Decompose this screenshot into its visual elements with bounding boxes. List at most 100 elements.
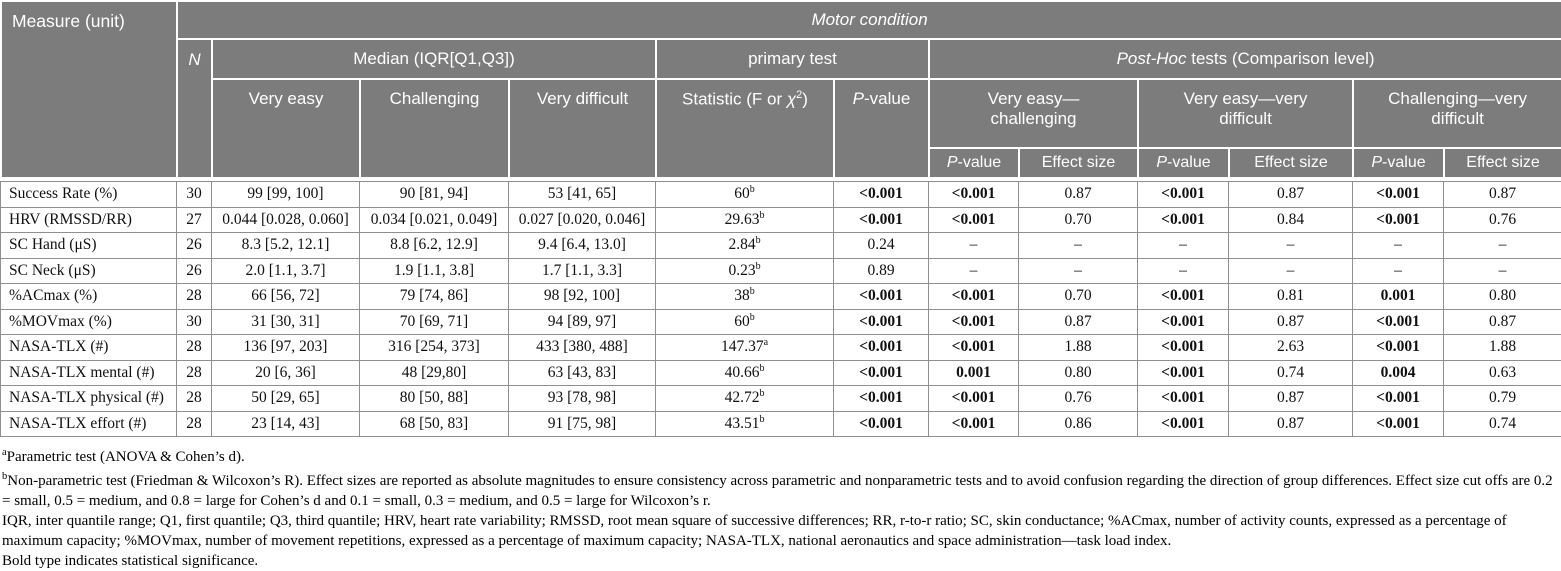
statistic-value: 60 — [734, 185, 750, 202]
n-cell: 30 — [177, 309, 212, 335]
posthoc-3-effect-cell: 0.76 — [1444, 207, 1561, 233]
measure-cell: HRV (RMSSD/RR) — [1, 207, 177, 233]
posthoc-2-p-cell: <0.001 — [1138, 360, 1229, 386]
challenging-cell: 68 [50, 83] — [360, 411, 509, 437]
n-cell: 30 — [177, 182, 212, 208]
posthoc-2-p-cell: <0.001 — [1138, 207, 1229, 233]
statistic-value: 2.84 — [728, 236, 755, 253]
measure-cell: NASA-TLX effort (#) — [1, 411, 177, 437]
posthoc-1-p-cell: <0.001 — [929, 335, 1019, 361]
p-italic-label: P — [947, 154, 958, 171]
statistic-footnote-marker: b — [759, 414, 764, 425]
p-rest-label: -value — [958, 154, 1002, 171]
posthoc-1-effect-cell: 0.76 — [1019, 386, 1138, 412]
primary-p-cell: 0.89 — [834, 258, 929, 284]
challenging-cell: 80 [50, 88] — [360, 386, 509, 412]
table-header: Measure (unit) Motor condition N Median … — [0, 0, 1561, 179]
table-row: SC Neck (μS) 26 2.0 [1.1, 3.7] 1.9 [1.1,… — [1, 258, 1561, 284]
statistic-cell: 43.51b — [656, 411, 834, 437]
column-header-comparison-ch-vd: Challenging—very difficult — [1353, 79, 1561, 148]
very-difficult-cell: 1.7 [1.1, 3.3] — [509, 258, 656, 284]
posthoc-1-effect-cell: 0.80 — [1019, 360, 1138, 386]
very-difficult-cell: 53 [41, 65] — [509, 182, 656, 208]
statistic-cell: 0.23b — [656, 258, 834, 284]
chi-symbol: χ — [787, 90, 796, 109]
column-header-comparison-ve-challenging: Very easy—challenging — [929, 79, 1138, 148]
posthoc-3-effect-cell: 0.87 — [1444, 309, 1561, 335]
posthoc-3-p-cell: <0.001 — [1353, 411, 1444, 437]
challenging-cell: 70 [69, 71] — [360, 309, 509, 335]
statistic-footnote-marker: b — [756, 261, 761, 272]
primary-p-cell: <0.001 — [834, 182, 929, 208]
statistic-footnote-marker: a — [764, 337, 768, 348]
footnote-a: aParametric test (ANOVA & Cohen’s d). — [2, 443, 1559, 467]
very-easy-cell: 31 [30, 31] — [212, 309, 360, 335]
statistic-label-pre: Statistic (F or — [682, 90, 787, 109]
comparison-label: Very easy—challenging — [955, 89, 1113, 130]
challenging-cell: 0.034 [0.021, 0.049] — [360, 207, 509, 233]
posthoc-2-p-cell: <0.001 — [1138, 309, 1229, 335]
statistic-label-post: ) — [802, 90, 808, 109]
statistic-cell: 42.72b — [656, 386, 834, 412]
posthoc-3-effect-cell: 0.87 — [1444, 182, 1561, 208]
measure-cell: SC Hand (μS) — [1, 233, 177, 259]
posthoc-2-effect-cell: 2.63 — [1229, 335, 1353, 361]
primary-p-cell: <0.001 — [834, 309, 929, 335]
table-row: NASA-TLX (#) 28 136 [97, 203] 316 [254, … — [1, 335, 1561, 361]
column-header-effect-size-1: Effect size — [1019, 148, 1138, 178]
posthoc-2-effect-cell: – — [1229, 258, 1353, 284]
challenging-cell: 316 [254, 373] — [360, 335, 509, 361]
posthoc-2-effect-cell: 0.84 — [1229, 207, 1353, 233]
posthoc-1-effect-cell: 0.87 — [1019, 309, 1138, 335]
column-header-n: N — [177, 39, 212, 178]
posthoc-2-p-cell: <0.001 — [1138, 411, 1229, 437]
column-header-measure: Measure (unit) — [1, 1, 177, 178]
column-header-motor-condition: Motor condition — [177, 1, 1561, 39]
very-easy-cell: 66 [56, 72] — [212, 284, 360, 310]
n-cell: 28 — [177, 360, 212, 386]
column-header-primary-p-value: P-value — [834, 79, 929, 178]
posthoc-1-p-cell: <0.001 — [929, 207, 1019, 233]
table-row: NASA-TLX mental (#) 28 20 [6, 36] 48 [29… — [1, 360, 1561, 386]
posthoc-1-effect-cell: 0.86 — [1019, 411, 1138, 437]
statistic-value: 60 — [734, 313, 750, 330]
column-header-statistic: Statistic (F or χ2) — [656, 79, 834, 178]
posthoc-3-p-cell: 0.001 — [1353, 284, 1444, 310]
p-rest-label: -value — [1382, 154, 1426, 171]
posthoc-1-p-cell: 0.001 — [929, 360, 1019, 386]
n-cell: 27 — [177, 207, 212, 233]
p-rest-label: -value — [1167, 154, 1211, 171]
column-header-comparison-ve-vd: Very easy—very difficult — [1138, 79, 1353, 148]
posthoc-1-effect-cell: 1.88 — [1019, 335, 1138, 361]
comparison-label: Challenging—very difficult — [1379, 89, 1537, 130]
challenging-cell: 8.8 [6.2, 12.9] — [360, 233, 509, 259]
p-italic-label: P — [1156, 154, 1167, 171]
primary-p-cell: 0.24 — [834, 233, 929, 259]
posthoc-3-p-cell: <0.001 — [1353, 207, 1444, 233]
statistic-value: 29.63 — [725, 211, 760, 228]
measure-cell: NASA-TLX physical (#) — [1, 386, 177, 412]
posthoc-3-p-cell: <0.001 — [1353, 335, 1444, 361]
posthoc-1-p-cell: – — [929, 258, 1019, 284]
measure-cell: Success Rate (%) — [1, 182, 177, 208]
column-header-p-value-1: P-value — [929, 148, 1019, 178]
table-body-table: Success Rate (%) 30 99 [99, 100] 90 [81,… — [0, 181, 1561, 437]
posthoc-3-effect-cell: – — [1444, 233, 1561, 259]
table-row: Success Rate (%) 30 99 [99, 100] 90 [81,… — [1, 182, 1561, 208]
column-header-effect-size-2: Effect size — [1229, 148, 1353, 178]
column-header-posthoc-tests: Post-Hoc tests (Comparison level) — [929, 39, 1561, 79]
very-easy-cell: 136 [97, 203] — [212, 335, 360, 361]
statistic-footnote-marker: b — [759, 388, 764, 399]
n-cell: 26 — [177, 233, 212, 259]
posthoc-1-p-cell: <0.001 — [929, 182, 1019, 208]
very-easy-cell: 2.0 [1.1, 3.7] — [212, 258, 360, 284]
posthoc-2-p-cell: <0.001 — [1138, 335, 1229, 361]
challenging-cell: 79 [74, 86] — [360, 284, 509, 310]
table-row: NASA-TLX effort (#) 28 23 [14, 43] 68 [5… — [1, 411, 1561, 437]
table-row: %MOVmax (%) 30 31 [30, 31] 70 [69, 71] 9… — [1, 309, 1561, 335]
posthoc-1-effect-cell: 0.87 — [1019, 182, 1138, 208]
measure-cell: SC Neck (μS) — [1, 258, 177, 284]
posthoc-1-effect-cell: – — [1019, 258, 1138, 284]
n-cell: 28 — [177, 386, 212, 412]
